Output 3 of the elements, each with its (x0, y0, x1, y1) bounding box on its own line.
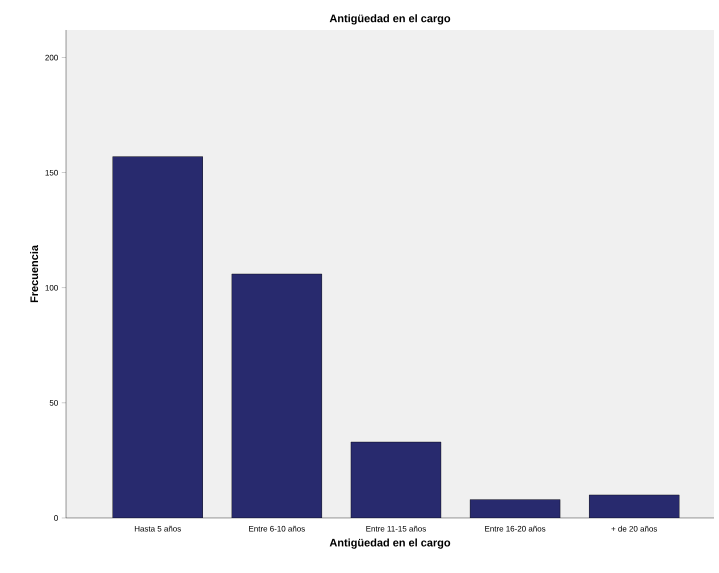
chart-title: Antigüedad en el cargo (330, 14, 450, 24)
x-axis-title: Antigüedad en el cargo (330, 538, 450, 549)
y-axis-title: Frecuencia (30, 244, 38, 302)
